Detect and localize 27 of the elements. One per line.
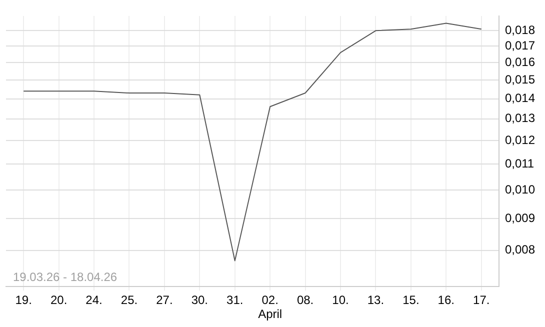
y-tick-label: 0,014 xyxy=(504,91,536,106)
x-tick-label: 20. xyxy=(50,293,68,308)
x-tick-label: 30. xyxy=(191,293,208,308)
y-tick-label: 0,013 xyxy=(504,111,536,126)
y-tick-label: 0,008 xyxy=(504,242,536,257)
x-tick-label: 08. xyxy=(296,293,314,308)
y-tick-label: 0,012 xyxy=(504,132,536,147)
y-tick-label: 0,010 xyxy=(504,182,536,196)
y-tick-label: 0,009 xyxy=(504,210,536,225)
x-tick-label: 31. xyxy=(226,293,244,308)
y-tick-label: 0,011 xyxy=(504,156,534,170)
y-tick-label: 0,016 xyxy=(504,54,536,69)
x-tick-label: 02. xyxy=(262,293,278,308)
y-tick-label: 0,015 xyxy=(504,72,536,86)
x-tick-label: 16. xyxy=(438,293,454,308)
x-tick-label: 24. xyxy=(86,293,102,308)
y-tick-label: 0,017 xyxy=(504,38,536,52)
x-tick-label: 19. xyxy=(15,293,32,308)
y-tick-label: 0,018 xyxy=(504,22,536,37)
x-tick-label: 25. xyxy=(120,293,138,308)
x-tick-label: 10. xyxy=(332,293,349,308)
x-tick-label: 17. xyxy=(473,293,490,308)
annotation: 19.03.26 - 18.04.26 xyxy=(13,270,118,284)
x-tick-label: 15. xyxy=(402,293,420,308)
x-tick-label: 27. xyxy=(156,293,173,308)
text: April xyxy=(258,306,282,321)
x-tick-label: 13. xyxy=(367,293,384,308)
